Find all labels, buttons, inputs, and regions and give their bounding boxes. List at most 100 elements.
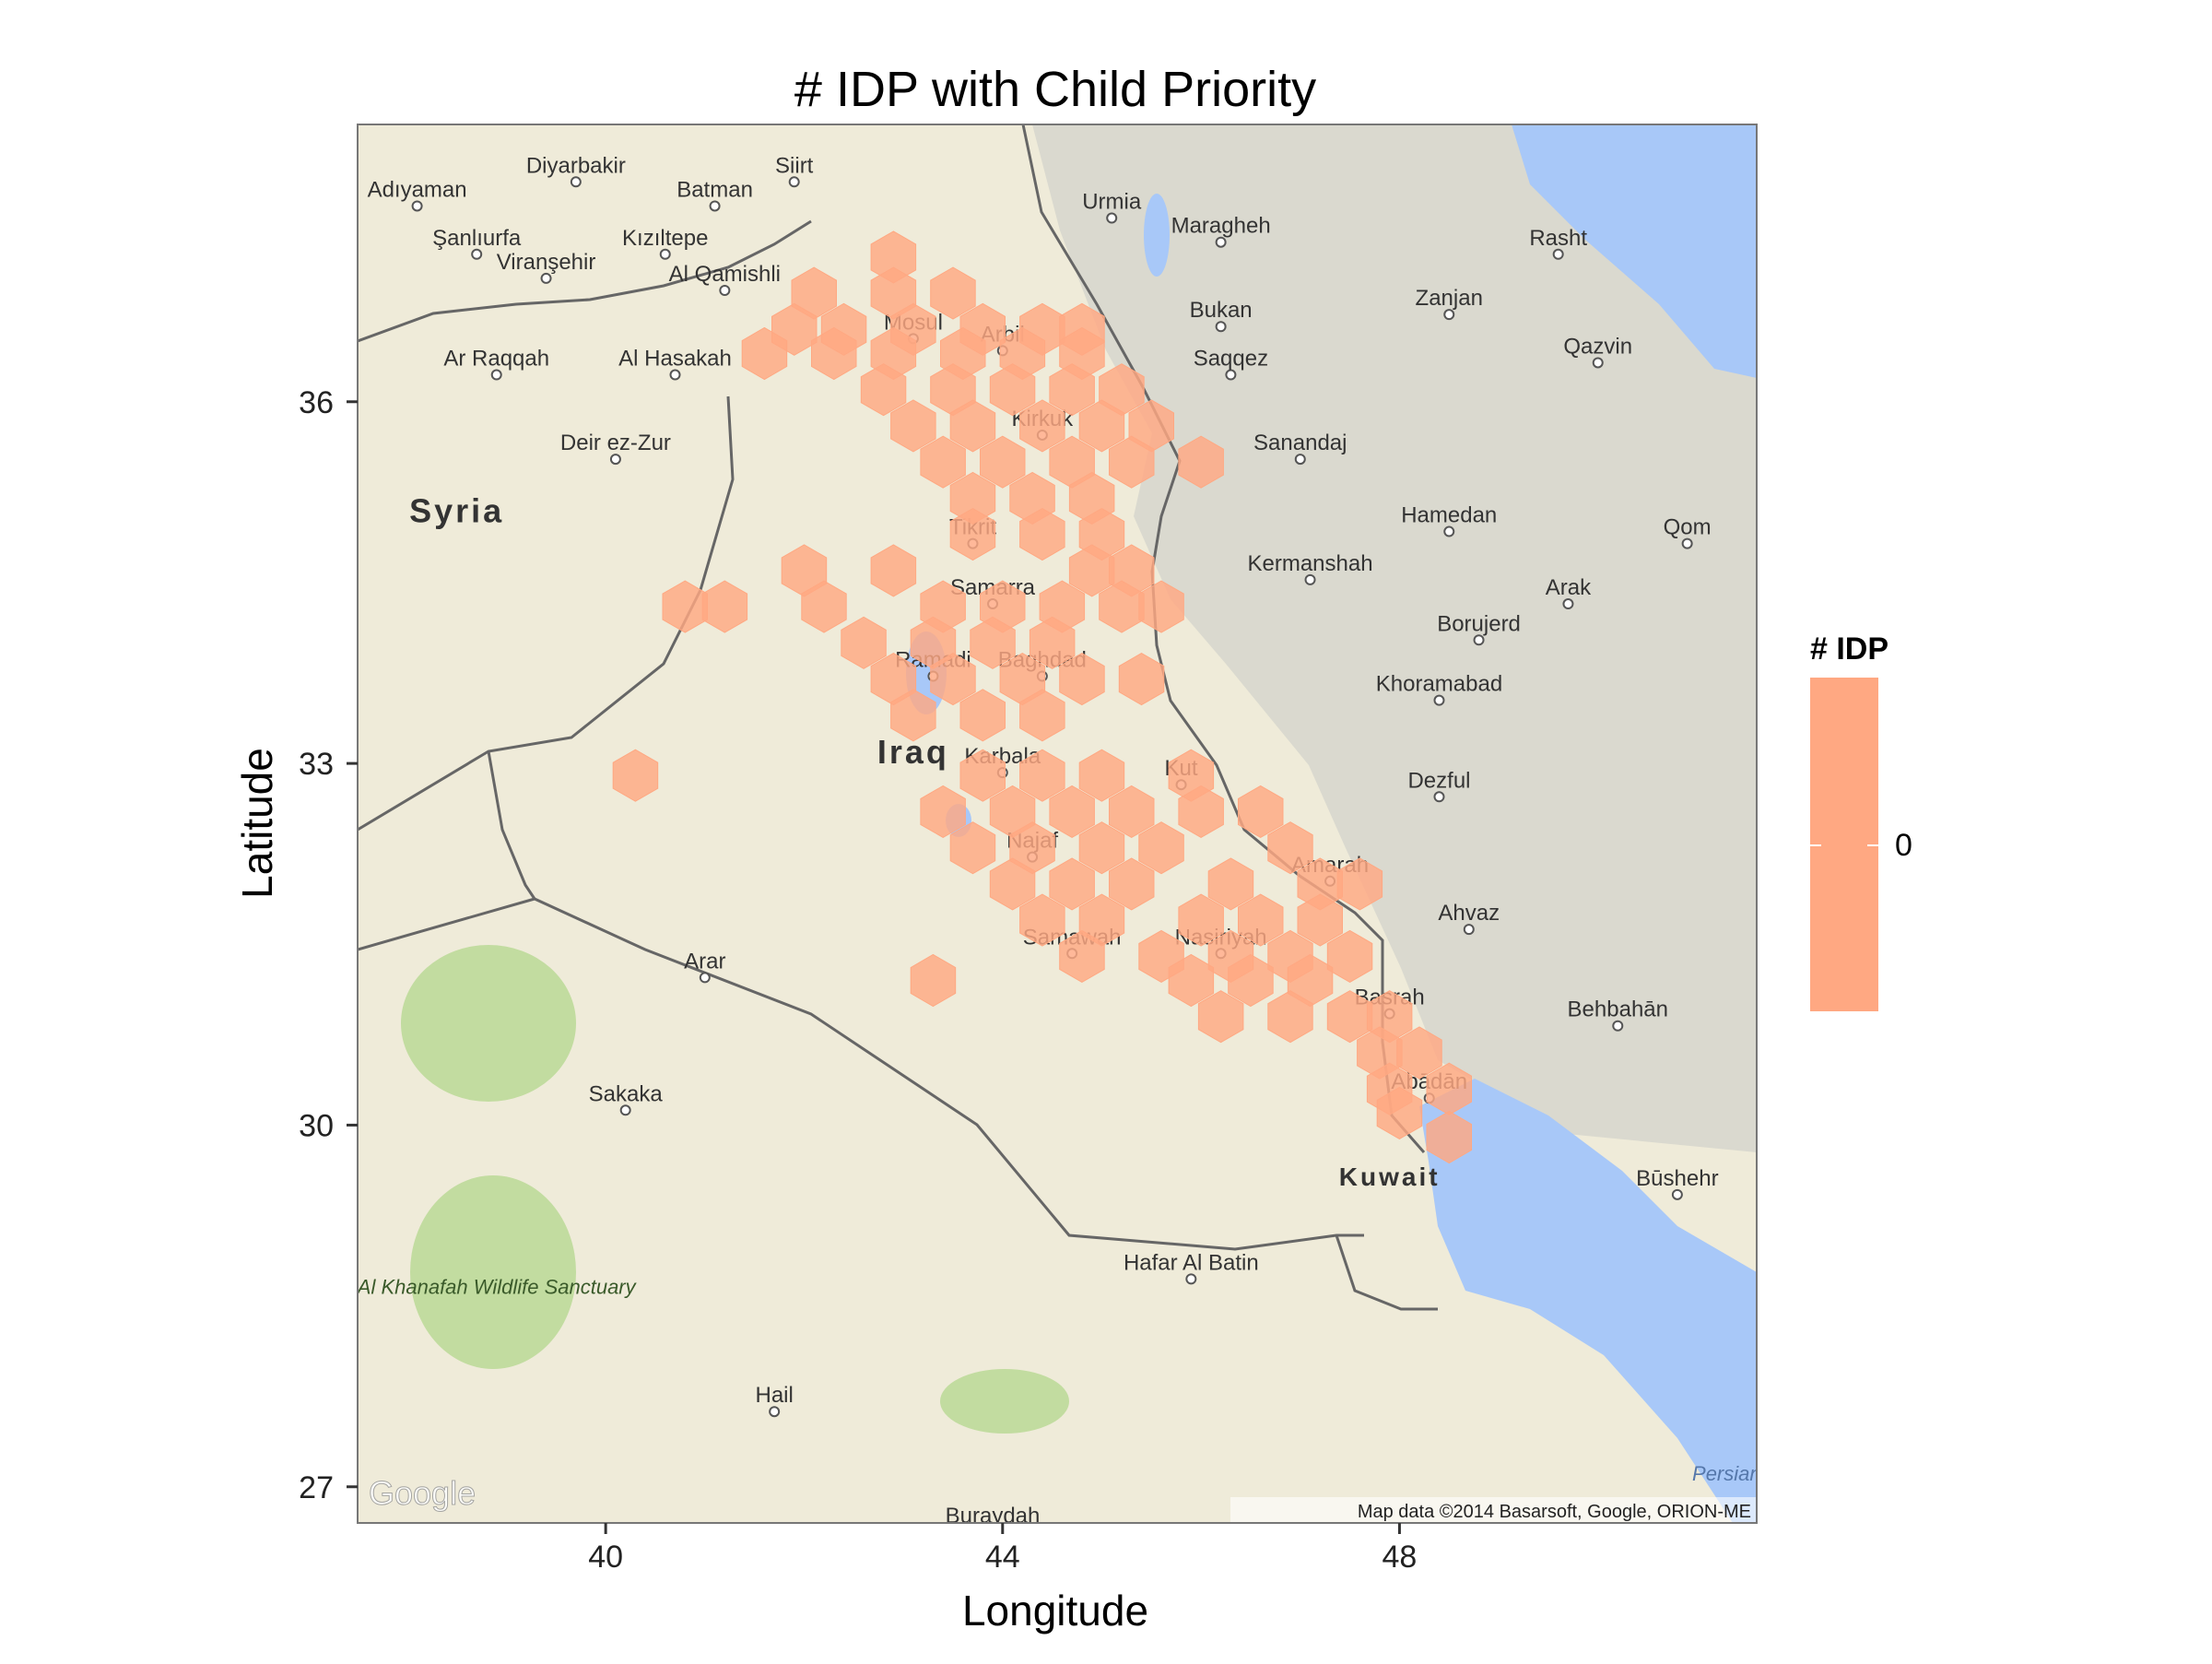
y-tick-label: 30 xyxy=(299,1108,334,1143)
hexbin-cell xyxy=(930,653,976,706)
city-marker xyxy=(669,369,681,381)
hexbin-cell xyxy=(980,435,1026,489)
hexbin-cell xyxy=(959,689,1006,742)
city-marker xyxy=(699,972,711,984)
city-label: Sanandaj xyxy=(1253,431,1347,455)
x-axis: 40 44 48 xyxy=(588,1523,1417,1575)
hexbin-cell xyxy=(989,363,1036,417)
legend-tick-label: 0 xyxy=(1895,828,1912,863)
y-axis: 27 30 33 36 xyxy=(299,385,358,1505)
chart-title: # IDP with Child Priority xyxy=(794,62,1316,117)
city-marker xyxy=(1443,309,1455,321)
city-label: Būshehr xyxy=(1636,1166,1718,1191)
city-marker xyxy=(1304,573,1316,585)
hexbin-cell xyxy=(1238,893,1284,947)
city-label: Deir ez-Zur xyxy=(560,431,671,455)
city-marker xyxy=(471,248,483,260)
city-label: Ar Raqqah xyxy=(443,347,549,372)
lake-urmia xyxy=(1144,194,1170,277)
hexbin-cell xyxy=(1118,653,1165,706)
hexbin-cell xyxy=(959,749,1006,802)
hexbin-cell xyxy=(811,326,857,381)
city-label: Kızıltepe xyxy=(622,226,708,251)
border-jordan xyxy=(487,750,536,900)
hexbin-cell xyxy=(1178,435,1224,489)
city-label: Arar xyxy=(684,949,725,974)
legend: # IDP 0 xyxy=(1810,631,1912,1011)
city-marker xyxy=(619,1104,631,1116)
water-label: Persian G xyxy=(1692,1462,1783,1485)
green-area-harrat xyxy=(401,945,576,1102)
country-label: Syria xyxy=(409,492,504,530)
hexbin-cell xyxy=(612,749,659,802)
hexbin-cell xyxy=(870,544,917,597)
hexbin-cell xyxy=(701,580,748,633)
hexbin-cell xyxy=(1019,749,1065,802)
hexbin-cell xyxy=(801,580,847,633)
legend-color-bar xyxy=(1810,678,1878,1011)
mountain-region xyxy=(1032,124,1757,1152)
hexbin-cell xyxy=(1049,363,1095,417)
city-label: Maragheh xyxy=(1171,214,1271,239)
city-label: Al Hasakah xyxy=(618,347,732,372)
city-label: Al Qamishli xyxy=(669,262,781,287)
city-label: Khoramabad xyxy=(1376,672,1502,697)
hexbin-cell xyxy=(1059,653,1105,706)
x-axis-label: Longitude xyxy=(962,1587,1148,1634)
city-label: Bukan xyxy=(1190,298,1253,323)
hexbin-cell xyxy=(1228,953,1274,1008)
y-tick-label: 36 xyxy=(299,385,334,420)
y-tick-label: 33 xyxy=(299,747,334,782)
hexbin-cell xyxy=(1019,508,1065,561)
city-label: Adıyaman xyxy=(368,177,467,202)
hexbin-cell xyxy=(930,266,976,320)
city-marker xyxy=(1215,236,1227,248)
city-marker xyxy=(1592,357,1604,369)
city-marker xyxy=(1433,791,1445,803)
city-label: Buraydah xyxy=(946,1504,1041,1528)
border-syria-turkey xyxy=(358,219,812,343)
city-label: Viranşehir xyxy=(497,250,596,275)
hexbin-cell xyxy=(1178,785,1224,838)
basemap: Diyarbakir Siirt Batman Adıyaman Şanlıurfa Kı… xyxy=(358,124,1783,1528)
hexbin-layer xyxy=(612,230,1472,1164)
hexbin-cell xyxy=(860,363,907,417)
city-label: Şanlıurfa xyxy=(432,226,522,251)
city-label: Hamedan xyxy=(1401,503,1497,528)
city-marker xyxy=(719,285,731,297)
x-tick-label: 48 xyxy=(1382,1540,1418,1575)
city-marker xyxy=(1562,598,1574,610)
city-marker xyxy=(490,369,502,381)
caspian-sea xyxy=(1512,124,1757,378)
hexbin-cell xyxy=(1109,435,1155,489)
city-marker xyxy=(1612,1020,1624,1032)
hexbin-cell xyxy=(1426,1110,1472,1164)
city-label: Rasht xyxy=(1529,226,1587,251)
hexbin-cell xyxy=(741,326,788,381)
hexbin-cell xyxy=(1267,821,1313,875)
city-marker xyxy=(769,1406,781,1418)
city-marker xyxy=(1433,694,1445,706)
attribution-background xyxy=(1230,1497,1757,1523)
hexbin-cell xyxy=(1168,953,1215,1008)
hexbin-cell xyxy=(1326,929,1373,983)
city-marker xyxy=(570,176,582,188)
hexbin-cell xyxy=(1238,785,1284,838)
hexbin-cell xyxy=(890,689,936,742)
city-marker xyxy=(1552,248,1564,260)
border-iraq-saudi xyxy=(358,897,1364,1251)
city-marker xyxy=(609,454,621,466)
y-axis-label: Latitude xyxy=(233,748,281,899)
x-tick-label: 40 xyxy=(588,1540,623,1575)
hexbin-cell xyxy=(1049,857,1095,911)
hexbin-cell xyxy=(1019,689,1065,742)
persian-gulf xyxy=(1419,1079,1757,1523)
city-marker xyxy=(709,200,721,212)
city-label: Dezful xyxy=(1407,768,1470,793)
hexbin-cell xyxy=(970,616,1016,669)
hexbin-cell xyxy=(1109,857,1155,911)
city-marker xyxy=(1185,1273,1197,1285)
hexbin-cell xyxy=(989,857,1036,911)
hexbin-cell xyxy=(1078,821,1125,875)
